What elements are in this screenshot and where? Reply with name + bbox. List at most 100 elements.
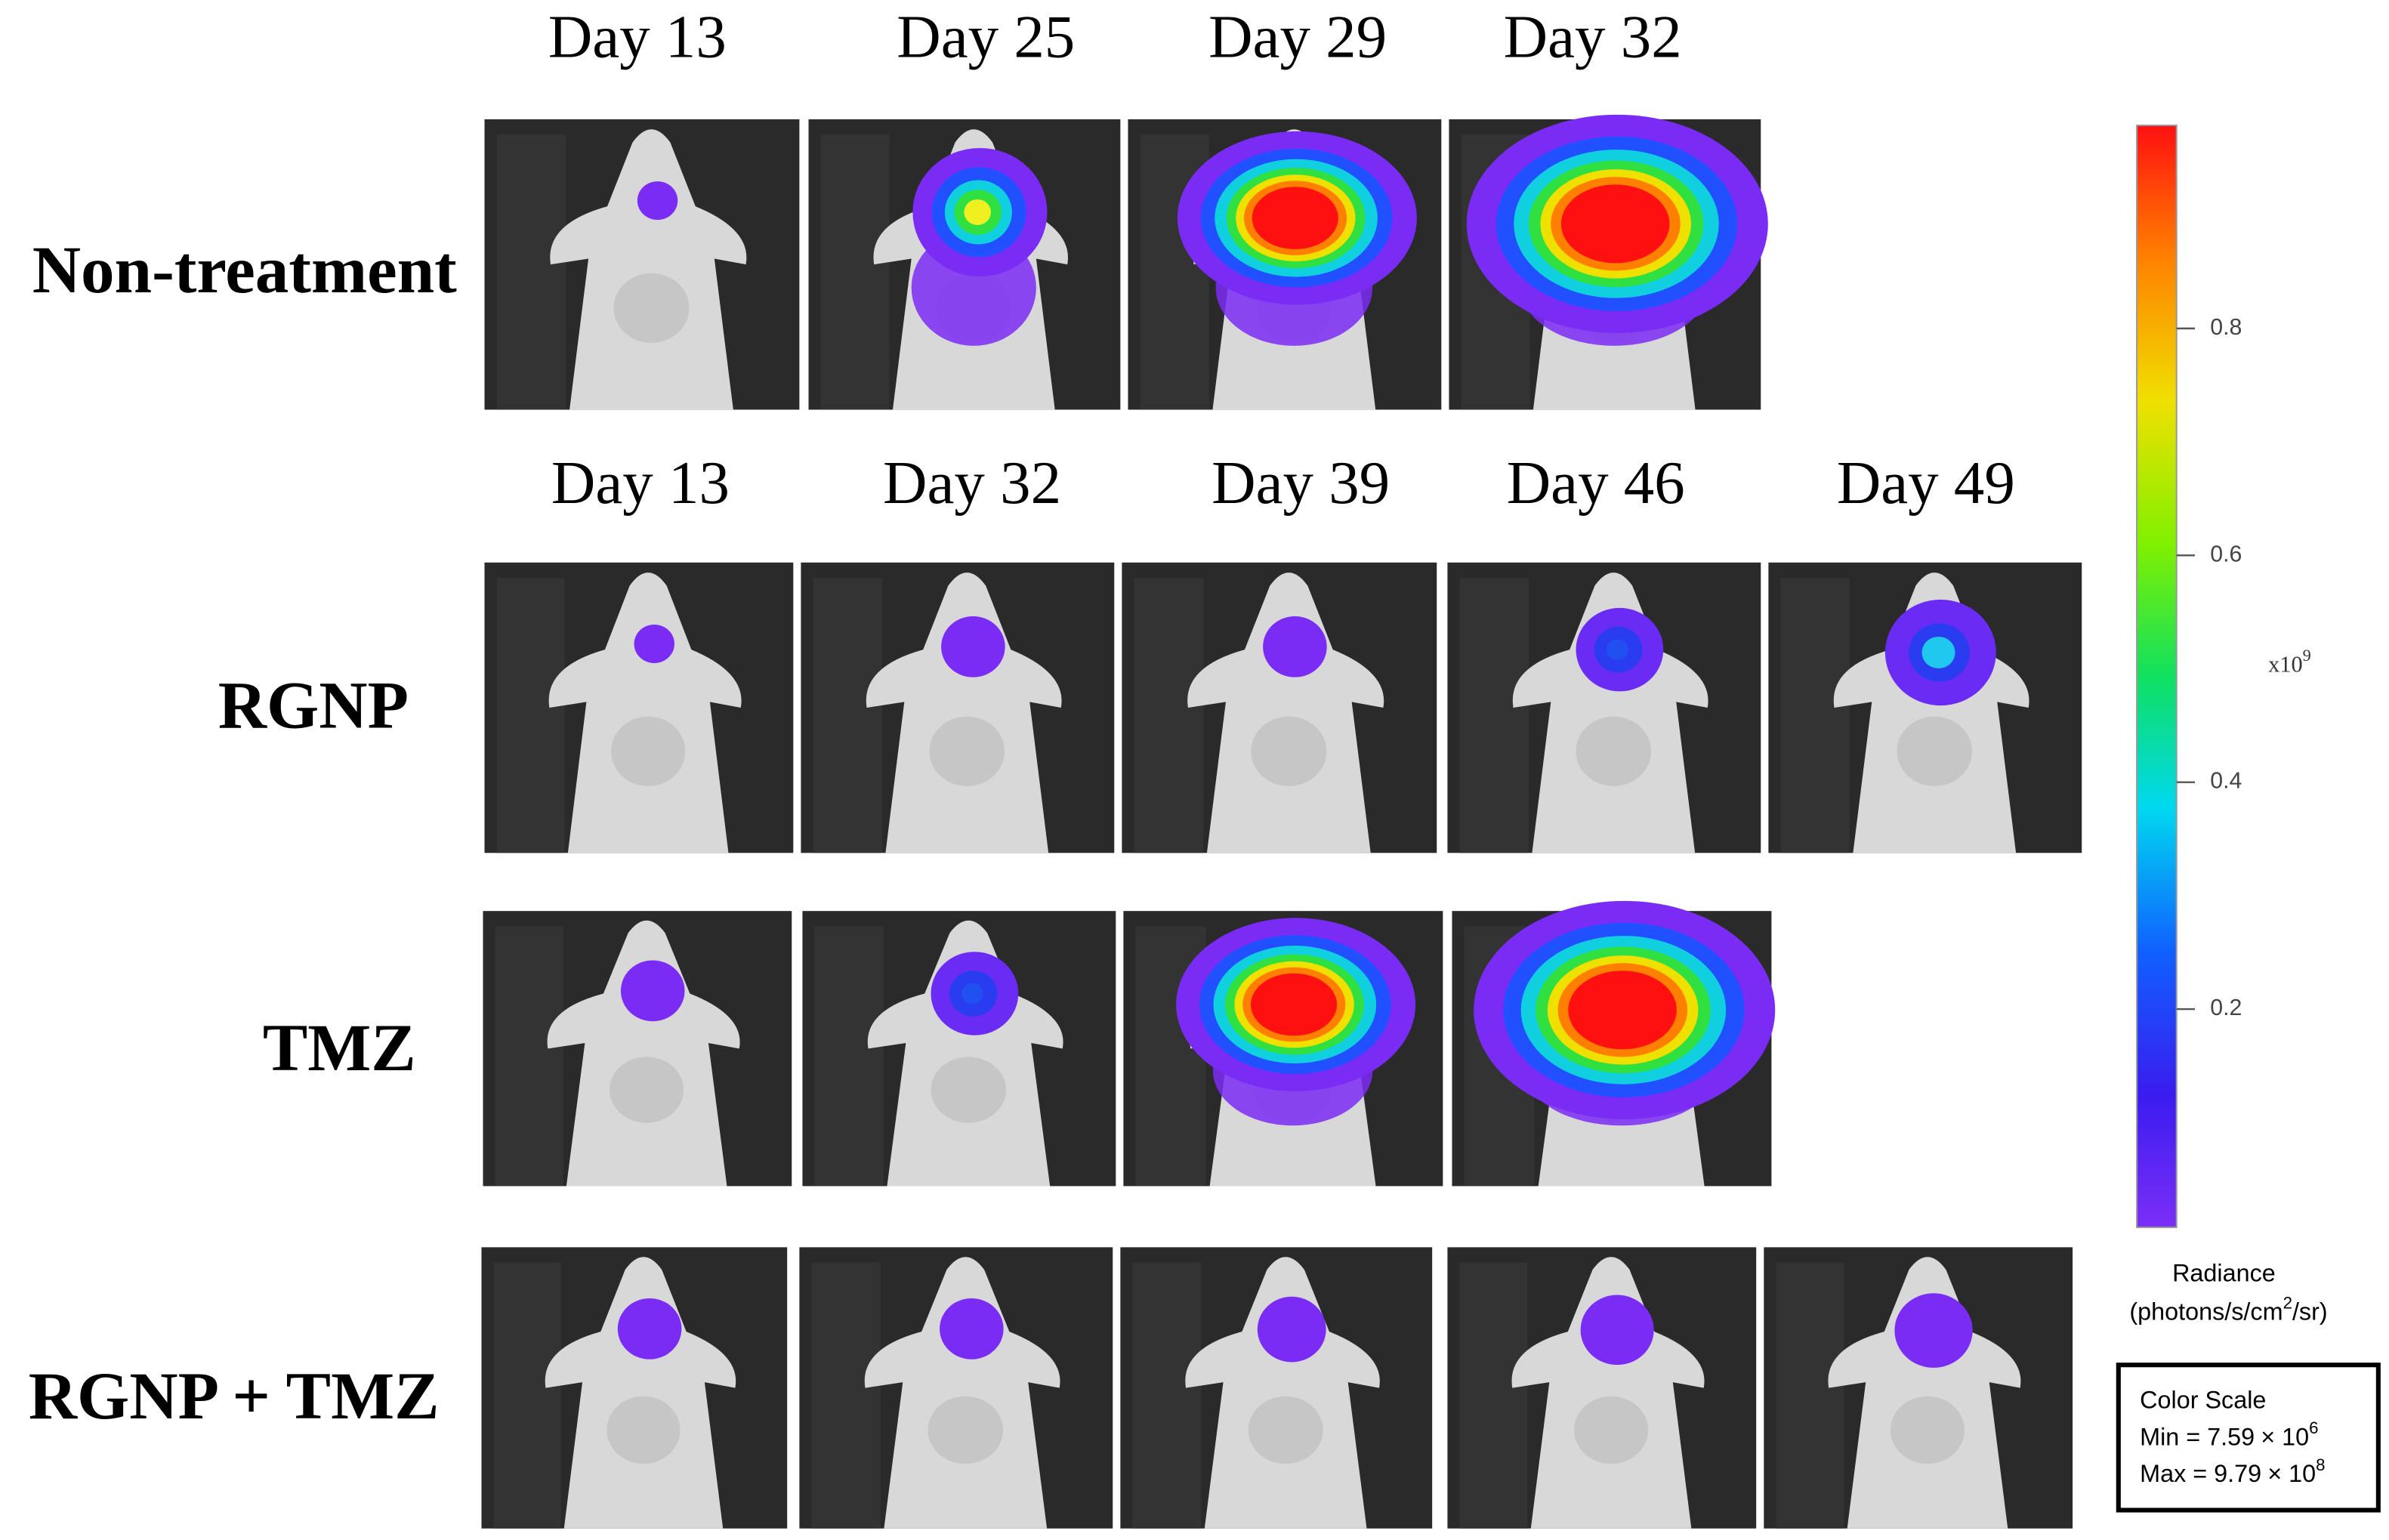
- image-stripe: [1459, 1262, 1528, 1529]
- row-label: Non-treatment: [32, 233, 457, 307]
- colorbar-tick-label: 0.8: [2210, 315, 2242, 340]
- mouse-body: [547, 920, 740, 1187]
- signal-blob: [1252, 187, 1338, 249]
- unit-start: (photons/s/cm: [2129, 1298, 2283, 1325]
- mouse-body: [1833, 572, 2029, 853]
- day-label: Day 49: [1837, 449, 2015, 517]
- image-panels: [481, 114, 2082, 1529]
- mouse-spine: [613, 273, 690, 343]
- mouse-spine: [1897, 716, 1973, 786]
- mouse-body: [1187, 572, 1384, 853]
- mouse-image: [483, 911, 792, 1187]
- image-stripe: [813, 578, 882, 853]
- colorbar-multiplier: x109: [2268, 646, 2311, 677]
- mouse-body: [550, 129, 747, 410]
- color-scale-title: Color Scale: [2140, 1386, 2266, 1413]
- day-label: Day 39: [1211, 449, 1390, 517]
- signal-blob: [637, 181, 678, 221]
- signal-blob: [1580, 1295, 1654, 1366]
- unit-superscript: 2: [2283, 1293, 2292, 1312]
- mouse-image: [1452, 900, 1776, 1187]
- mouse-image: [481, 1247, 788, 1529]
- mouse-spine: [1890, 1396, 1965, 1464]
- colorbar: [2136, 125, 2178, 1229]
- signal-blob: [1894, 1293, 1973, 1368]
- mouse-image: [1449, 114, 1768, 410]
- mouse-body: [1828, 1257, 2021, 1529]
- mouse-image: [484, 562, 794, 853]
- image-stripe: [1132, 1262, 1202, 1529]
- mouse-spine: [607, 1396, 681, 1464]
- colorbar-tick-label: 0.6: [2210, 542, 2242, 566]
- scale-value: Min = 7.59: [2140, 1423, 2255, 1450]
- signal-blob: [1568, 971, 1677, 1050]
- scale-times: × 10: [2261, 1423, 2309, 1450]
- mouse-image: [1120, 1247, 1433, 1529]
- signal-blob: [617, 1298, 682, 1359]
- mouse-body: [867, 920, 1063, 1187]
- row-label: TMZ: [263, 1011, 416, 1085]
- mouse-spine: [1576, 716, 1652, 786]
- image-stripe: [1459, 578, 1529, 853]
- signal-blob: [634, 624, 674, 663]
- scale-exponent: 8: [2316, 1455, 2325, 1474]
- color-scale-max: Max = 9.79 × 108: [2140, 1455, 2325, 1487]
- signal-blob: [1263, 616, 1327, 677]
- signal-blob: [941, 616, 1005, 677]
- image-stripe: [1780, 578, 1850, 853]
- signal-blob: [1921, 636, 1955, 669]
- image-stripe: [820, 134, 890, 410]
- mouse-body: [1512, 572, 1708, 853]
- unit-end: /sr): [2292, 1298, 2328, 1325]
- multiplier-base: x10: [2268, 651, 2303, 677]
- signal-blob: [940, 1298, 1004, 1359]
- mouse-spine: [1248, 1396, 1323, 1464]
- mouse-spine: [610, 1057, 684, 1123]
- signal-blob: [961, 983, 983, 1005]
- signal-blob: [620, 960, 685, 1022]
- color-scale-min: Min = 7.59 × 106: [2140, 1418, 2318, 1450]
- mouse-body: [1511, 1257, 1705, 1529]
- multiplier-exponent: 9: [2303, 646, 2311, 665]
- mouse-spine: [611, 716, 686, 786]
- mouse-body: [1185, 1257, 1380, 1529]
- day-label: Day 46: [1507, 449, 1685, 517]
- mouse-image: [1764, 1247, 2073, 1529]
- mouse-image: [1447, 562, 1761, 853]
- colorbar-tick-label: 0.4: [2210, 769, 2242, 794]
- image-stripe: [1134, 578, 1204, 853]
- mouse-spine: [1574, 1396, 1649, 1464]
- image-stripe: [811, 1262, 881, 1529]
- mouse-image: [808, 119, 1121, 410]
- signal-blob: [964, 199, 991, 225]
- day-label: Day 25: [897, 2, 1075, 70]
- signal-blob: [1257, 1296, 1326, 1363]
- mouse-image: [1447, 1247, 1757, 1529]
- image-stripe: [1776, 1262, 1844, 1529]
- mouse-body: [545, 1257, 736, 1529]
- day-label: Day 29: [1208, 2, 1387, 70]
- colorbar-title: Radiance: [2172, 1259, 2276, 1286]
- colorbar-tick-label: 0.2: [2210, 995, 2242, 1020]
- image-stripe: [495, 926, 563, 1187]
- day-label: Day 32: [883, 449, 1061, 517]
- image-stripe: [496, 134, 566, 410]
- image-stripe: [496, 578, 565, 853]
- signal-blob: [1560, 184, 1670, 264]
- mouse-image: [1122, 562, 1437, 853]
- scale-exponent: 6: [2309, 1418, 2318, 1437]
- mouse-image: [1128, 119, 1442, 410]
- mouse-spine: [928, 1396, 1004, 1464]
- image-stripe: [814, 926, 884, 1187]
- mouse-spine: [1251, 716, 1327, 786]
- row-label: RGNP + TMZ: [29, 1359, 440, 1434]
- image-stripe: [493, 1262, 561, 1529]
- mouse-body: [548, 572, 742, 853]
- signal-blob: [1606, 639, 1628, 660]
- mouse-image: [801, 562, 1115, 853]
- signal-blob: [1250, 973, 1338, 1036]
- mouse-body: [866, 572, 1062, 853]
- scale-times: × 10: [2267, 1459, 2316, 1486]
- mouse-image: [799, 1247, 1113, 1529]
- day-label: Day 13: [548, 2, 727, 70]
